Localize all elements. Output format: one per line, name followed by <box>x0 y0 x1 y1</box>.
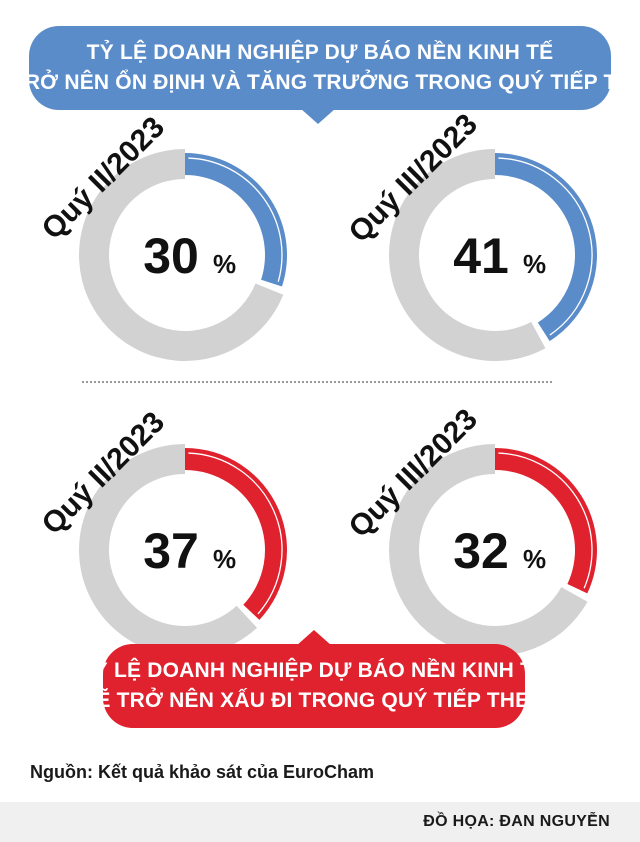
donut-slice-rule <box>498 157 593 336</box>
donut-slice-rule <box>498 452 593 589</box>
donut-value-label: 41 <box>453 228 509 284</box>
source-note: Nguồn: Kết quả khảo sát của EuroCham <box>30 762 375 782</box>
lower-banner: TỶ LỆ DOANH NGHIỆP DỰ BÁO NỀN KINH TẾ SẼ… <box>81 644 547 728</box>
donut-chart-2: 41 %Quý III/2023 <box>343 108 598 362</box>
donut-unit-label: % <box>213 249 236 279</box>
donut-value-label: 32 <box>453 523 509 579</box>
footer-band <box>0 802 640 842</box>
graphic-credit: ĐỒ HỌA: ĐAN NGUYỄN <box>423 813 610 830</box>
donut-remainder-slice <box>388 149 546 362</box>
donut-unit-label: % <box>523 544 546 574</box>
donut-value-slice <box>495 153 598 342</box>
donut-unit-label: % <box>213 544 236 574</box>
header-banner-pointer <box>300 108 336 124</box>
donut-chart-1: 30 %Quý II/2023 <box>36 111 287 361</box>
lower-banner-pointer <box>296 630 332 646</box>
donut-chart-3: 37 %Quý II/2023 <box>36 406 287 656</box>
donut-value-label: 30 <box>143 228 199 284</box>
donut-unit-label: % <box>523 249 546 279</box>
donut-slice-rule <box>188 157 283 282</box>
lower-banner-title-line1: TỶ LỆ DOANH NGHIỆP DỰ BÁO NỀN KINH TẾ <box>80 659 548 682</box>
donut-remainder-slice <box>79 444 258 656</box>
header-title-line2: SẼ TRỞ NÊN ỔN ĐỊNH VÀ TĂNG TRƯỞNG TRONG … <box>0 71 640 94</box>
lower-banner-title-line2: SẼ TRỞ NÊN XẤU ĐI TRONG QUÝ TIẾP THEO <box>82 689 546 712</box>
header-banner: TỶ LỆ DOANH NGHIỆP DỰ BÁO NỀN KINH TẾ SẼ… <box>0 26 640 110</box>
donut-remainder-slice <box>79 149 284 361</box>
donut-slice-rule <box>188 452 283 615</box>
donut-value-label: 37 <box>143 523 199 579</box>
section-divider <box>82 381 552 383</box>
donut-value-slice <box>495 448 597 594</box>
donut-chart-4: 32 %Quý III/2023 <box>343 403 597 656</box>
donut-value-slice <box>185 153 287 287</box>
header-title-line1: TỶ LỆ DOANH NGHIỆP DỰ BÁO NỀN KINH TẾ <box>86 41 554 64</box>
donut-remainder-slice <box>389 444 588 656</box>
